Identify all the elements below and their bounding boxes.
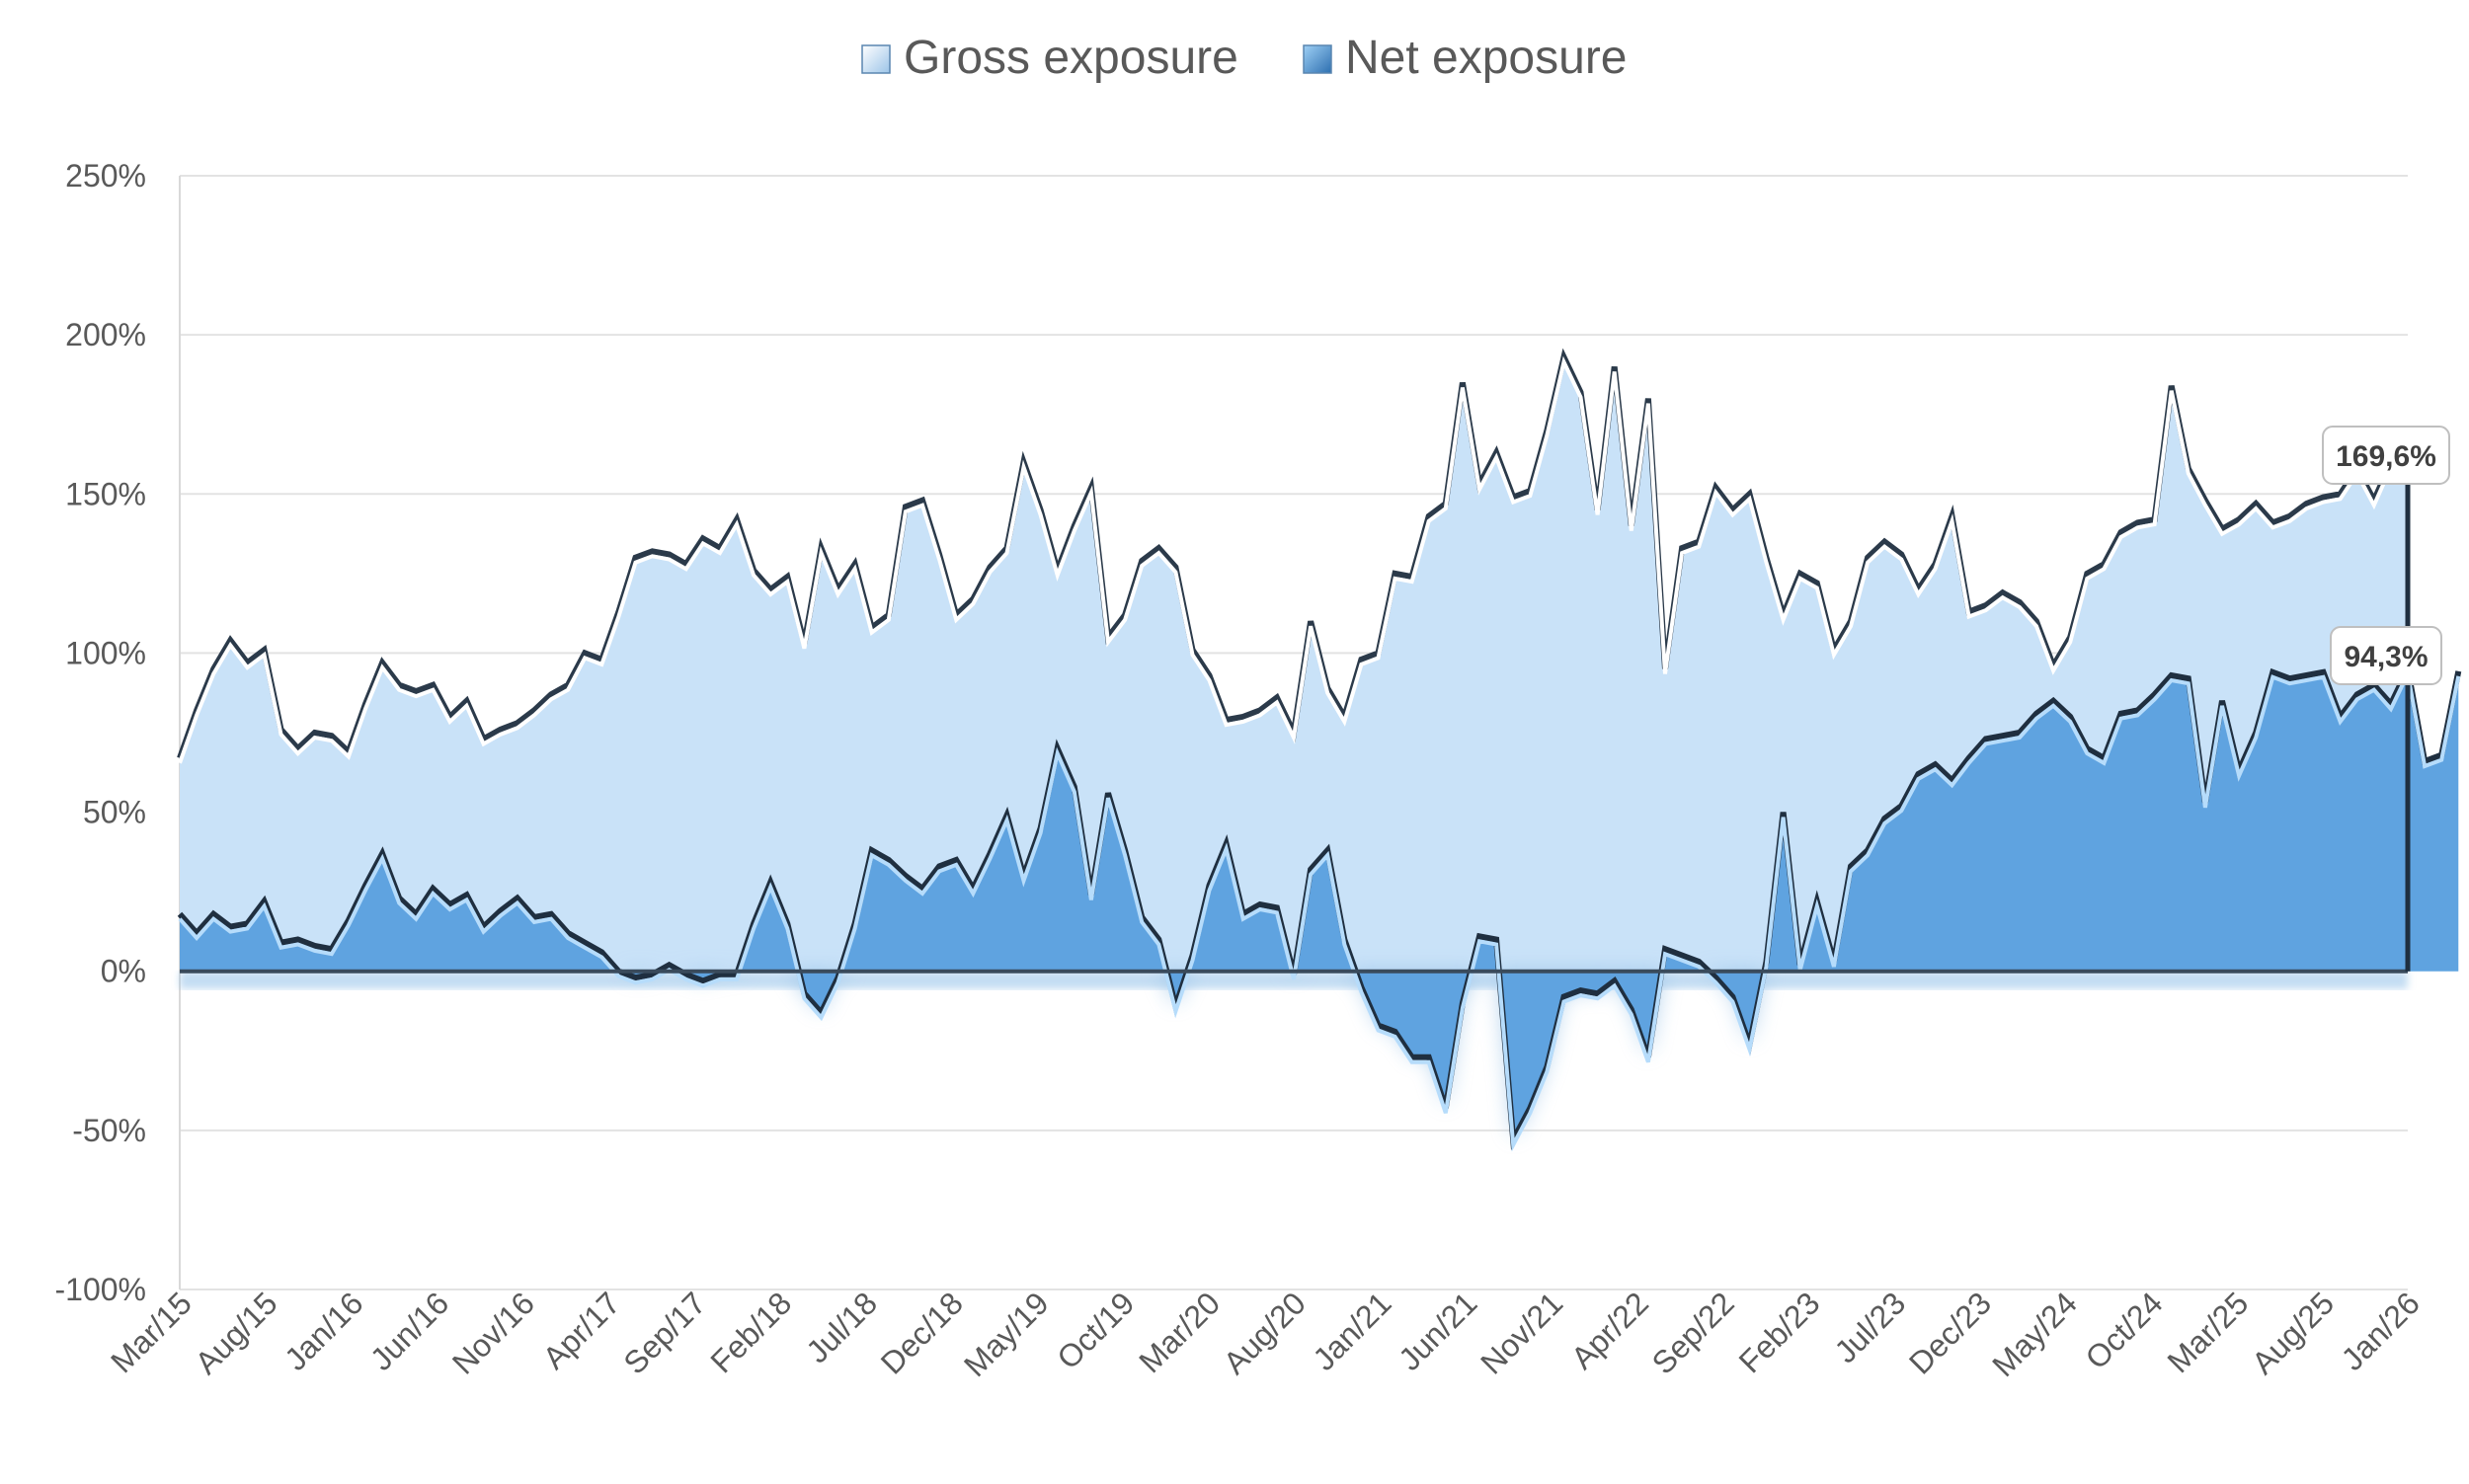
y-tick-label: 250%: [65, 158, 146, 194]
net-exposure-edge-shadow: [177, 659, 2462, 1150]
x-tick-label: Nov/21: [1473, 1285, 1569, 1380]
y-tick-label: -50%: [72, 1113, 146, 1148]
legend-net-label: Net exposure: [1345, 32, 1628, 84]
x-tick-label: Aug/25: [2245, 1285, 2341, 1380]
x-tick-label: Feb/18: [703, 1285, 798, 1379]
y-tick-label: 200%: [65, 317, 146, 352]
x-tick-label: May/24: [1985, 1285, 2084, 1383]
x-tick-label: Dec/23: [1902, 1285, 1998, 1380]
x-tick-label: Apr/22: [1564, 1285, 1655, 1375]
y-tick-label: 100%: [65, 635, 146, 670]
gross-last-value-label: 169,6%: [2336, 440, 2436, 473]
y-tick-label: 50%: [83, 795, 146, 830]
net-exposure-edge-highlight: [178, 667, 2461, 1152]
x-tick-label: Nov/16: [445, 1285, 541, 1380]
x-tick-label: Oct/19: [1050, 1285, 1141, 1375]
value-callouts: 169,6% 94,3%: [2322, 426, 2450, 685]
x-tick-label: Jun/21: [1392, 1285, 1483, 1376]
x-tick-label: Apr/17: [536, 1285, 627, 1375]
x-tick-label: Oct/24: [2079, 1285, 2170, 1375]
x-tick-label: Jun/16: [363, 1285, 455, 1376]
x-tick-label: Mar/20: [1132, 1285, 1227, 1379]
x-tick-label: Jan/21: [1306, 1285, 1397, 1376]
x-tick-label: Sep/22: [1645, 1285, 1741, 1380]
x-tick-label: Aug/20: [1217, 1285, 1313, 1380]
legend-gross-swatch: [861, 44, 891, 74]
x-tick-label: Feb/23: [1732, 1285, 1827, 1379]
y-tick-label: 150%: [65, 476, 146, 511]
plot-area: [177, 348, 2462, 1152]
y-tick-label: -100%: [55, 1272, 147, 1307]
gross-exposure-area: [180, 356, 2408, 972]
gross-last-value-box: [2322, 426, 2450, 485]
x-tick-label: Jul/18: [799, 1285, 884, 1369]
x-tick-label: Jan/26: [2335, 1285, 2427, 1376]
x-tick-label: Jan/16: [278, 1285, 369, 1376]
legend: Gross exposure Net exposure: [861, 32, 1628, 84]
x-tick-label: Mar/25: [2161, 1285, 2256, 1379]
x-axis: Mar/15Aug/15Jan/16Jun/16Nov/16Apr/17Sep/…: [104, 1285, 2427, 1383]
y-tick-label: 0%: [101, 954, 146, 989]
gross-exposure-edge-highlight: [178, 355, 2410, 764]
x-tick-label: Jul/23: [1827, 1285, 1912, 1369]
net-last-value-label: 94,3%: [2344, 641, 2428, 673]
x-tick-label: Sep/17: [616, 1285, 712, 1380]
net-exposure-area: [180, 668, 2459, 1140]
x-tick-label: May/19: [957, 1285, 1056, 1383]
legend-gross-label: Gross exposure: [904, 32, 1238, 84]
net-last-value-box: [2330, 626, 2442, 685]
net-exposure-glow: [180, 971, 2459, 1140]
x-tick-label: Aug/15: [189, 1285, 284, 1380]
legend-net-swatch: [1303, 44, 1332, 74]
y-axis: 250% 200% 150% 100% 50% 0% -50% -100%: [55, 158, 147, 1307]
x-tick-label: Dec/18: [874, 1285, 970, 1380]
